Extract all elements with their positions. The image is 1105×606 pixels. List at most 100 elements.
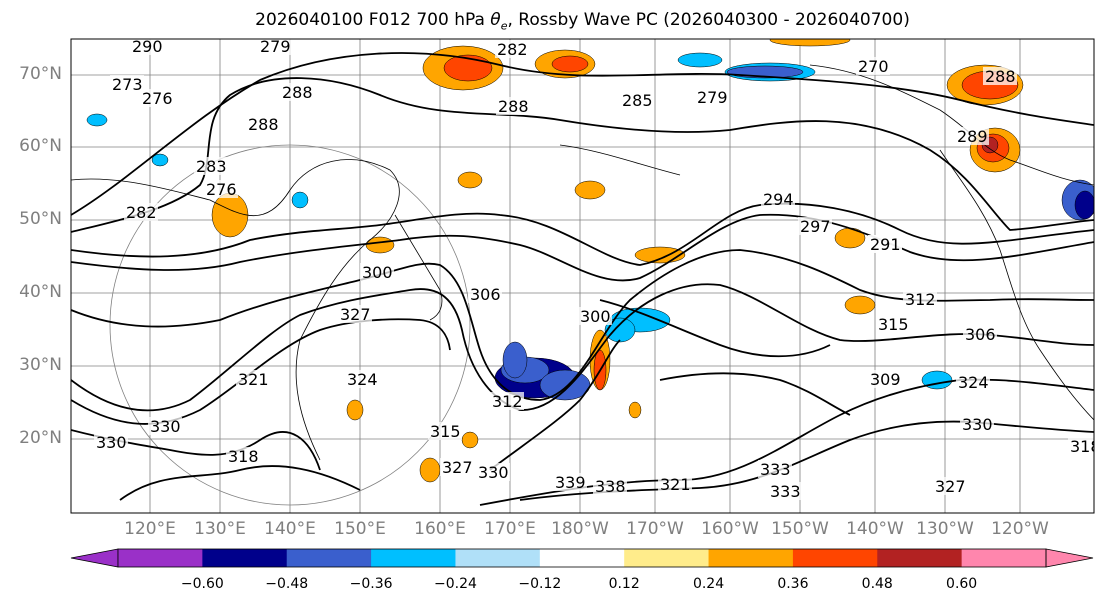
contour-label-bg <box>140 89 174 107</box>
anomaly-region <box>574 180 606 200</box>
contour-label-bg <box>768 482 802 500</box>
contour-label: 283 <box>196 157 227 176</box>
colorbar-tick-label: −0.36 <box>349 576 393 592</box>
contour-label: 291 <box>870 235 901 254</box>
contour-line <box>599 299 831 358</box>
theta-e-contours <box>71 52 1094 506</box>
longitude-label: 170°E <box>484 519 536 539</box>
anomaly-region <box>457 171 483 189</box>
contour-label-bg <box>761 190 795 208</box>
anomaly-region <box>1074 190 1094 220</box>
contour-label-bg <box>226 447 260 465</box>
colorbar-extend-high <box>1045 548 1094 568</box>
latitude-label: 20°N <box>19 428 62 448</box>
contour-label: 315 <box>430 422 461 441</box>
contour-line <box>519 420 1094 501</box>
longitude-label: 180°W <box>551 519 609 539</box>
contour-label-bg <box>110 75 144 93</box>
latitude-label: 30°N <box>19 355 62 375</box>
contour-label: 321 <box>238 370 269 389</box>
anomaly-region <box>86 113 108 127</box>
contour-label: 276 <box>206 180 237 199</box>
contour-label-bg <box>476 463 510 481</box>
map-frame <box>70 38 1095 514</box>
longitude-label: 120°W <box>991 519 1049 539</box>
colorbar-segment <box>286 549 372 567</box>
contour-label-bg <box>856 57 890 75</box>
contour-label: 333 <box>770 482 801 501</box>
longitude-label: 130°E <box>194 519 246 539</box>
contour-label: 318 <box>228 447 259 466</box>
latitude-label: 40°N <box>19 282 62 302</box>
contour-label-bg <box>124 203 158 221</box>
contour-label: 288 <box>498 97 529 116</box>
colorbar-extend-low <box>70 548 119 568</box>
longitude-label: 160°E <box>414 519 466 539</box>
contour-line <box>119 465 361 501</box>
contour-line <box>71 202 1094 266</box>
colorbar-tick-label: −0.60 <box>180 576 224 592</box>
longitude-label: 150°E <box>334 519 386 539</box>
contour-label-bg <box>94 433 128 451</box>
contour-label-bg <box>876 315 910 333</box>
anomaly-region <box>151 153 169 167</box>
colorbar-segment <box>792 549 878 567</box>
contour-label: 330 <box>96 433 127 452</box>
contour-label: 315 <box>878 315 909 334</box>
contour-label: 276 <box>142 89 173 108</box>
contour-label: 282 <box>497 40 528 59</box>
colorbar-tick-label: 0.36 <box>777 576 809 592</box>
contour-label: 318 <box>1070 437 1101 456</box>
contour-label-bg <box>903 290 937 308</box>
contour-label: 306 <box>470 285 501 304</box>
contour-label: 289 <box>957 127 988 146</box>
contour-label-bg <box>593 477 627 495</box>
anomaly-region <box>551 55 589 73</box>
contour-label-bg <box>130 39 164 55</box>
contour-line <box>71 249 1094 401</box>
title-prefix: 2026040100 F012 700 hPa <box>255 10 491 30</box>
colorbar-segment <box>202 549 288 567</box>
colorbar-frame <box>117 548 1047 568</box>
contour-label-bg <box>798 217 832 235</box>
colorbar-segment <box>708 549 794 567</box>
contour-label: 300 <box>580 307 611 326</box>
contour-label: 339 <box>555 473 586 492</box>
contour-label: 312 <box>905 290 936 309</box>
colorbar-tick-label: −0.24 <box>434 576 477 592</box>
contour-label-bg <box>246 115 280 133</box>
contour-label-bg <box>345 370 379 388</box>
contour-label: 297 <box>800 217 831 236</box>
contour-label: 324 <box>958 373 989 392</box>
contour-label: 294 <box>763 190 794 209</box>
contour-label-bg <box>933 477 967 495</box>
contour-label: 321 <box>660 475 691 494</box>
longitude-label: 140°W <box>846 519 904 539</box>
anomaly-region <box>346 399 364 421</box>
anomaly-region <box>844 295 876 315</box>
map-background <box>71 39 1094 513</box>
contour-label: 324 <box>347 370 378 389</box>
contour-line <box>489 339 621 471</box>
contour-label: 306 <box>965 325 996 344</box>
anomaly-region <box>291 191 309 209</box>
contour-label-bg <box>428 422 462 440</box>
contour-label: 282 <box>126 203 157 222</box>
title-theta: θ <box>490 10 501 30</box>
colorbar-segment <box>118 549 203 567</box>
colorbar-segment <box>455 549 541 567</box>
colorbar-segment <box>961 549 1047 567</box>
contour-label: 333 <box>760 460 791 479</box>
contour-label-bg <box>758 460 792 478</box>
contour-label: 330 <box>478 463 509 482</box>
longitude-label: 140°E <box>264 519 316 539</box>
colorbar-segment <box>624 549 710 567</box>
contour-label-bg <box>1068 437 1094 455</box>
contour-label: 273 <box>112 75 143 94</box>
contour-label: 330 <box>150 417 181 436</box>
contour-label-bg <box>963 325 997 343</box>
anomaly-region <box>677 52 723 68</box>
contour-label-bg <box>468 285 502 303</box>
contour-label: 327 <box>935 477 966 496</box>
longitude-label: 160°W <box>701 519 759 539</box>
